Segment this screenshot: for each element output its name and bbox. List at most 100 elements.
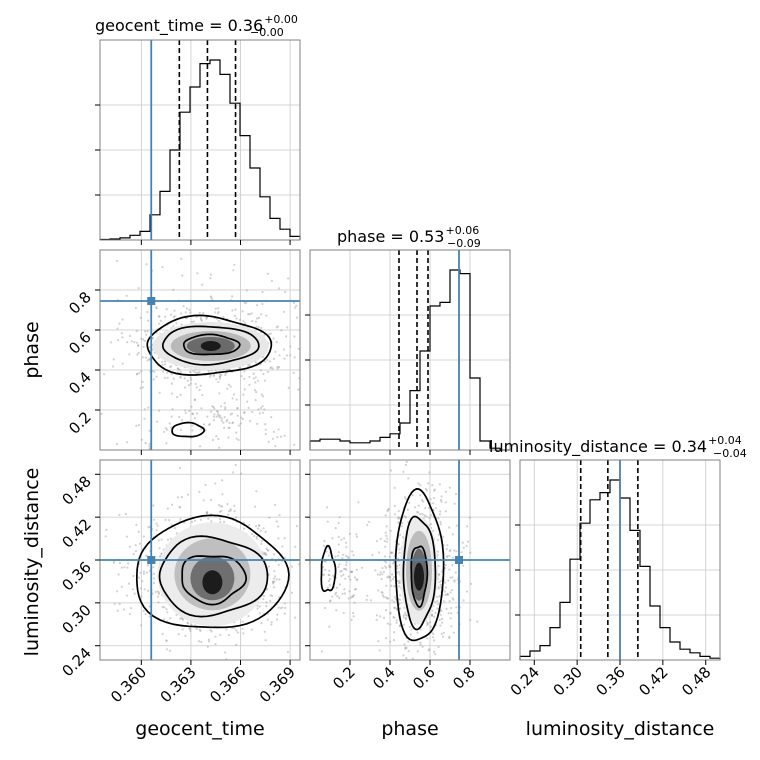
scatter-point xyxy=(345,546,348,549)
scatter-point xyxy=(264,432,267,436)
scatter-point xyxy=(218,416,221,419)
y-tick-label-luminosity-distance-2: 0.36 xyxy=(58,558,94,594)
scatter-point xyxy=(448,568,451,571)
scatter-point xyxy=(392,639,395,642)
scatter-point xyxy=(437,645,440,649)
scatter-point xyxy=(275,326,278,329)
scatter-point xyxy=(393,504,396,508)
scatter-point xyxy=(215,415,218,418)
scatter-point xyxy=(416,650,419,653)
scatter-point xyxy=(451,576,454,579)
scatter-point xyxy=(140,595,143,598)
scatter-point xyxy=(159,319,162,322)
scatter-point xyxy=(432,529,435,532)
scatter-point xyxy=(396,564,399,568)
scatter-point xyxy=(157,315,160,318)
scatter-point xyxy=(258,412,261,415)
scatter-point xyxy=(306,587,308,589)
scatter-point xyxy=(184,634,187,638)
scatter-point xyxy=(326,506,329,509)
scatter-point xyxy=(386,576,389,579)
scatter-point xyxy=(181,419,184,422)
scatter-point xyxy=(287,386,290,389)
scatter-point xyxy=(476,620,479,623)
scatter-point xyxy=(380,591,383,594)
scatter-point xyxy=(137,576,140,579)
scatter-point xyxy=(389,565,392,569)
scatter-point xyxy=(186,379,189,382)
scatter-point xyxy=(286,651,289,654)
scatter-point xyxy=(182,618,185,621)
scatter-point xyxy=(294,306,297,309)
contour-inner-p20 xyxy=(181,555,248,606)
scatter-point xyxy=(431,614,434,618)
scatter-point xyxy=(398,624,402,627)
scatter-point xyxy=(431,484,434,487)
scatter-point xyxy=(335,417,337,419)
scatter-point xyxy=(389,623,392,626)
scatter-point xyxy=(285,479,287,481)
scatter-point xyxy=(379,571,382,574)
scatter-point xyxy=(388,565,391,569)
scatter-point xyxy=(268,360,271,363)
scatter-point xyxy=(317,571,319,573)
scatter-point xyxy=(419,643,422,646)
scatter-point xyxy=(450,612,453,615)
scatter-point xyxy=(135,523,138,527)
scatter-point xyxy=(271,437,274,440)
scatter-point xyxy=(328,574,331,577)
scatter-point xyxy=(444,581,447,584)
scatter-point xyxy=(283,357,286,360)
scatter-point xyxy=(211,405,214,408)
scatter-point xyxy=(381,594,384,597)
scatter-point xyxy=(243,388,246,391)
scatter-point xyxy=(134,307,137,310)
scatter-point xyxy=(205,316,208,319)
scatter-point xyxy=(435,595,439,599)
scatter-point xyxy=(383,555,387,558)
scatter-point xyxy=(378,551,381,554)
scatter-point xyxy=(254,320,257,323)
scatter-point xyxy=(187,171,189,173)
scatter-point xyxy=(426,621,429,625)
scatter-point xyxy=(213,450,215,452)
scatter-point xyxy=(170,523,173,526)
scatter-point xyxy=(166,538,170,541)
scatter-point xyxy=(297,388,300,391)
scatter-point xyxy=(349,578,352,581)
scatter-point xyxy=(445,547,448,551)
scatter-point xyxy=(399,598,402,601)
scatter-point xyxy=(241,418,244,421)
scatter-point xyxy=(240,416,243,419)
scatter-point xyxy=(424,487,427,490)
scatter-point xyxy=(116,609,119,612)
scatter-point xyxy=(268,516,271,519)
panel-frame-1-1 xyxy=(309,249,511,451)
scatter-point xyxy=(229,413,232,416)
scatter-point xyxy=(263,334,266,337)
scatter-point xyxy=(397,509,400,513)
scatter-point xyxy=(265,314,268,317)
scatter-point xyxy=(223,402,226,405)
scatter-point xyxy=(143,417,146,420)
scatter-point xyxy=(158,315,161,318)
title-geocent-time: geocent_time = 0.36+0.00 −0.00 xyxy=(95,13,298,39)
scatter-point xyxy=(263,552,267,555)
scatter-point xyxy=(323,573,326,576)
scatter-point xyxy=(335,586,338,589)
scatter-point xyxy=(444,510,447,513)
scatter-point xyxy=(225,368,229,371)
scatter-point xyxy=(146,564,149,567)
scatter-point xyxy=(165,308,168,311)
panel-phase-hist xyxy=(309,250,510,451)
scatter-point xyxy=(277,537,280,540)
panel-phase-vs-geocent-time xyxy=(100,171,337,481)
scatter-point xyxy=(208,423,211,426)
scatter-point xyxy=(148,615,151,618)
scatter-point xyxy=(137,530,140,533)
scatter-point xyxy=(224,408,227,411)
scatter-point xyxy=(271,367,274,370)
scatter-point xyxy=(391,562,394,565)
scatter-point xyxy=(386,597,389,600)
scatter-point xyxy=(214,635,217,638)
